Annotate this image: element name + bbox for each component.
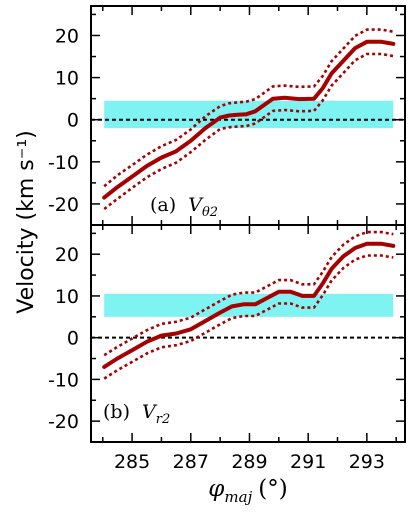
series-lower-line [103, 52, 394, 211]
panel-letter: (a) [150, 194, 182, 216]
y-tick-label: 0 [67, 328, 79, 350]
series-upper-line [103, 28, 394, 188]
y-tick-label: 10 [55, 286, 79, 308]
panel-label: (b) Vr2 [103, 401, 170, 427]
y-tick-label: 20 [55, 244, 79, 266]
panel-a: -20 -10 0 10 20 (a) Vθ2 [48, 5, 406, 226]
panel-label: (a) Vθ2 [150, 194, 218, 220]
x-tick-label: 293 [349, 451, 385, 473]
series-lower-line [103, 254, 394, 380]
x-tick-label: 285 [114, 451, 150, 473]
y-tick-label: -20 [48, 194, 79, 216]
panel-variable: V [142, 401, 158, 423]
xlabel-symbol: φ [208, 476, 225, 502]
panel-variable-subscript: r2 [156, 412, 171, 427]
y-axis-title: Velocity (km s⁻¹) [14, 130, 39, 314]
x-axis-title: φmaj (°) [208, 476, 287, 506]
ylabel-text: Velocity (km s⁻¹) [14, 130, 39, 314]
y-tick-label: 0 [67, 110, 79, 132]
plot-frame [90, 224, 406, 443]
xlabel-subscript: maj [224, 488, 252, 506]
panel-variable: V [188, 194, 204, 216]
y-tick-label: 10 [55, 68, 79, 90]
x-tick-label: 289 [231, 451, 267, 473]
series-center-line [102, 241, 396, 369]
series-upper-line [103, 230, 394, 357]
panel-variable-subscript: θ2 [202, 205, 218, 220]
x-tick-label: 291 [290, 451, 326, 473]
y-tick-label: 20 [55, 25, 79, 47]
series-center-line [102, 39, 396, 200]
xlabel-unit: (°) [258, 476, 287, 502]
x-tick-label: 287 [173, 451, 209, 473]
y-tick-label: -20 [48, 411, 79, 433]
y-tick-label: -10 [48, 152, 79, 174]
panel-letter: (b) [103, 401, 136, 423]
y-tick-label: -10 [48, 369, 79, 391]
panel-b: -20 -10 0 10 20 285 287 289 291 293 (b) Vr2 [48, 224, 406, 473]
xlabel-text: φmaj (°) [208, 476, 287, 506]
